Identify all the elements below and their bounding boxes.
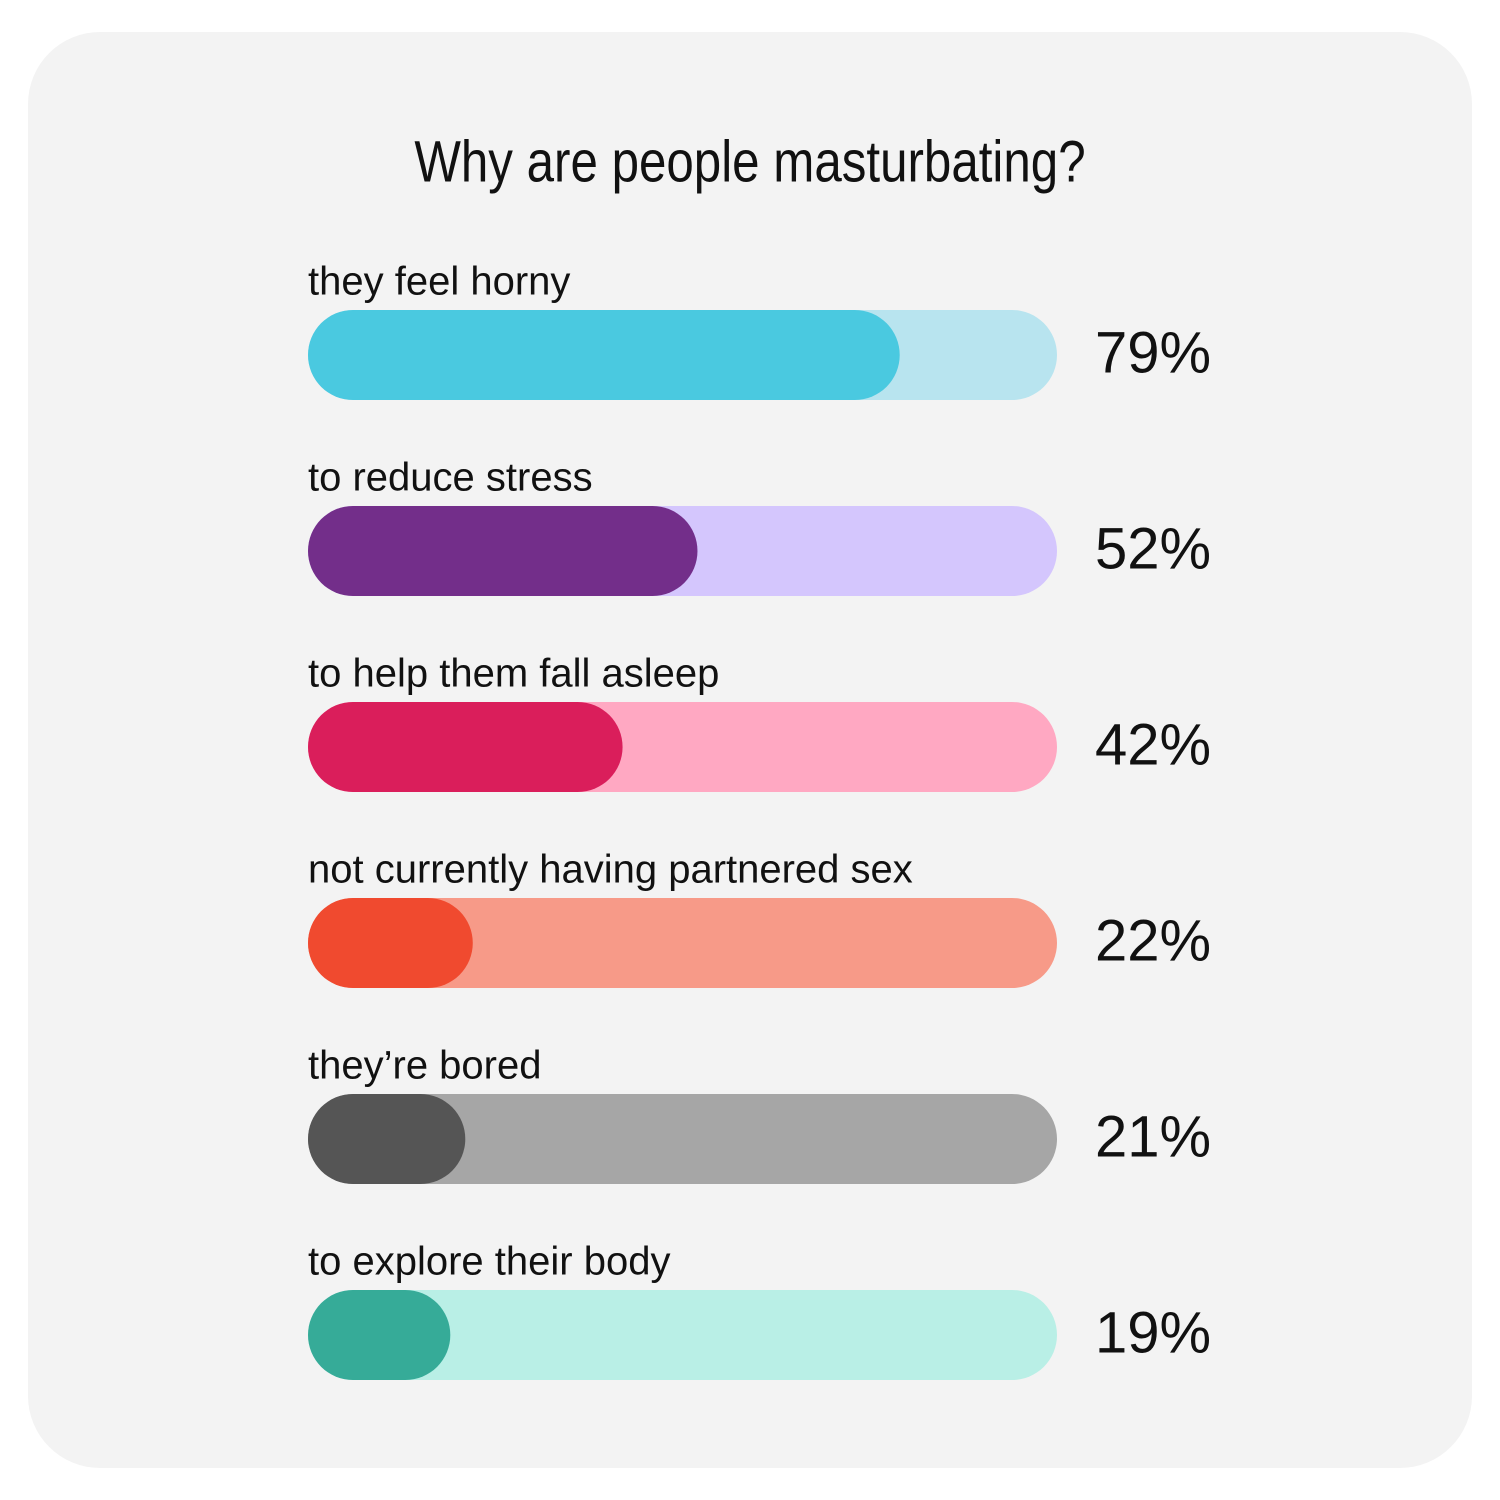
category-label: they feel horny: [308, 260, 570, 304]
value-label: 52%: [1095, 516, 1211, 581]
bar: [308, 898, 473, 988]
category-label: they’re bored: [308, 1044, 541, 1088]
bar: [308, 1290, 451, 1380]
category-label: to explore their body: [308, 1240, 670, 1284]
value-label: 79%: [1095, 320, 1211, 385]
chart-title: Why are people masturbating?: [414, 130, 1085, 195]
value-label: 19%: [1095, 1300, 1211, 1365]
bar-track: [308, 1094, 1057, 1184]
bar-track: [308, 898, 1057, 988]
category-label: to reduce stress: [308, 456, 593, 500]
category-label: to help them fall asleep: [308, 652, 719, 696]
value-label: 42%: [1095, 712, 1211, 777]
bar-track: [308, 1290, 1057, 1380]
category-label: not currently having partnered sex: [308, 848, 913, 892]
bar: [308, 1094, 466, 1184]
bar: [308, 506, 698, 596]
bar: [308, 702, 623, 792]
value-label: 22%: [1095, 908, 1211, 973]
bar: [308, 310, 900, 400]
value-label: 21%: [1095, 1104, 1211, 1169]
